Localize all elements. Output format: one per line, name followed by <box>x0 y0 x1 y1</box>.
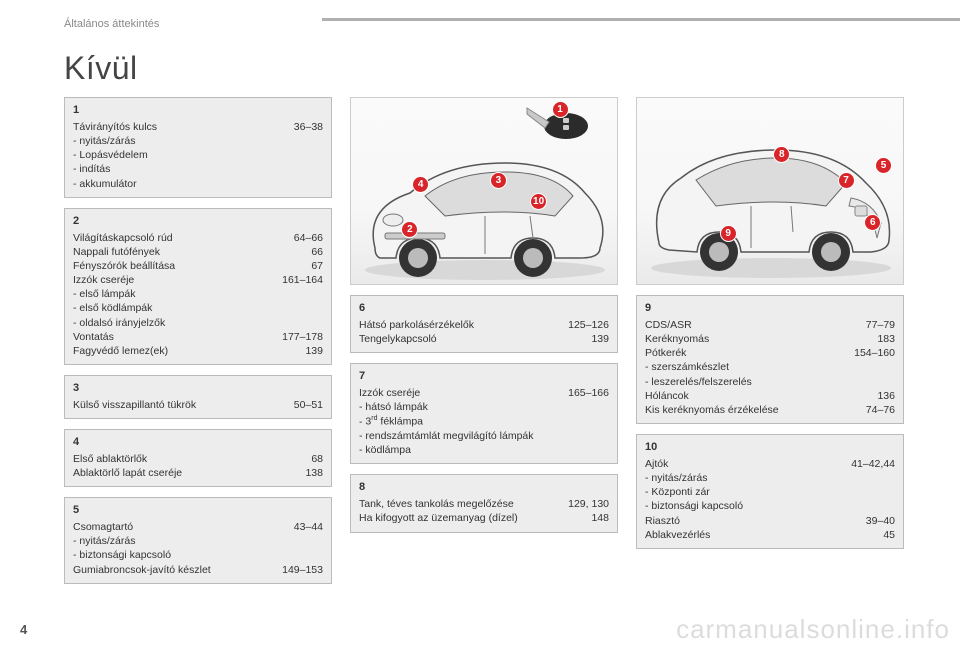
box-num: 10 <box>645 440 895 455</box>
list-item: biztonsági kapcsoló <box>73 548 323 562</box>
table-row: Tank, téves tankolás megelőzése129, 130 <box>359 497 609 511</box>
table-row: Ablaktörlő lapát cseréje138 <box>73 466 323 480</box>
list-item: akkumulátor <box>73 177 323 191</box>
callout-marker: 9 <box>720 225 737 242</box>
header-rule <box>322 18 960 21</box>
table-row: Gumiabroncsok-javító készlet149–153 <box>73 563 323 577</box>
callout-marker: 6 <box>864 214 881 231</box>
table-row: Izzók cseréje165–166 <box>359 386 609 400</box>
list-item: rendszámtámlát megvilágító lámpák <box>359 429 609 443</box>
box-6: 6 Hátsó parkolásérzékelők125–126 Tengely… <box>350 295 618 353</box>
box-4: 4 Első ablaktörlők68 Ablaktörlő lapát cs… <box>64 429 332 487</box>
table-row: Külső visszapillantó tükrök50–51 <box>73 398 323 412</box>
box-1: 1 Távirányítós kulcs 36–38 nyitás/zárás … <box>64 97 332 198</box>
callout-marker: 4 <box>412 176 429 193</box>
list-item: nyitás/zárás <box>73 134 323 148</box>
list-item: ködlámpa <box>359 443 609 457</box>
box-num: 7 <box>359 369 609 384</box>
box-num: 1 <box>73 103 323 118</box>
box-num: 3 <box>73 381 323 396</box>
columns: 1 Távirányítós kulcs 36–38 nyitás/zárás … <box>64 97 924 584</box>
table-row: Tengelykapcsoló139 <box>359 332 609 346</box>
col-2: 143102 6 Hátsó parkolásérzékelők125–126 … <box>350 97 618 584</box>
box-num: 4 <box>73 435 323 450</box>
table-row: Fényszórók beállítása67 <box>73 259 323 273</box>
table-row: Vontatás177–178 <box>73 330 323 344</box>
list-item: Lopásvédelem <box>73 148 323 162</box>
list-item: nyitás/zárás <box>645 471 895 485</box>
col-1: 1 Távirányítós kulcs 36–38 nyitás/zárás … <box>64 97 332 584</box>
table-row: Fagyvédő lemez(ek)139 <box>73 344 323 358</box>
box-num: 8 <box>359 480 609 495</box>
box-7: 7 Izzók cseréje165–166 hátsó lámpák 3rd … <box>350 363 618 464</box>
list-item: biztonsági kapcsoló <box>645 499 895 513</box>
table-row: Hátsó parkolásérzékelők125–126 <box>359 318 609 332</box>
callout-marker: 7 <box>838 172 855 189</box>
list-item: első ködlámpák <box>73 301 323 315</box>
callout-marker: 10 <box>530 193 547 210</box>
page-title: Kívül <box>64 50 924 87</box>
list-item: szerszámkészlet <box>645 360 895 374</box>
table-row: Hóláncok136 <box>645 389 895 403</box>
watermark: carmanualsonline.info <box>676 614 950 645</box>
box-9: 9 CDS/ASR77–79 Keréknyomás183 Pótkerék15… <box>636 295 904 424</box>
table-row: Keréknyomás183 <box>645 332 895 346</box>
table-row: Ha kifogyott az üzemanyag (dízel)148 <box>359 511 609 525</box>
box-5: 5 Csomagtartó43–44 nyitás/zárás biztonsá… <box>64 497 332 584</box>
page: Általános áttekintés Kívül 1 Távirányító… <box>0 0 960 649</box>
box-10: 10 Ajtók41–42,44 nyitás/zárás Központi z… <box>636 434 904 549</box>
figure-rear: 87569 <box>636 97 904 285</box>
car-rear-icon <box>641 128 901 283</box>
box-num: 9 <box>645 301 895 316</box>
box-2: 2 Világításkapcsoló rúd64–66 Nappali fut… <box>64 208 332 365</box>
table-row: Első ablaktörlők68 <box>73 452 323 466</box>
callout-marker: 1 <box>552 101 569 118</box>
table-row: CDS/ASR77–79 <box>645 318 895 332</box>
table-row: Nappali futófények66 <box>73 245 323 259</box>
page-number: 4 <box>20 622 27 637</box>
table-row: Izzók cseréje161–164 <box>73 273 323 287</box>
list-item: nyitás/zárás <box>73 534 323 548</box>
table-row: Ajtók41–42,44 <box>645 457 895 471</box>
list-item: Központi zár <box>645 485 895 499</box>
table-row: Pótkerék154–160 <box>645 346 895 360</box>
list-item: indítás <box>73 162 323 176</box>
box-3: 3 Külső visszapillantó tükrök50–51 <box>64 375 332 419</box>
table-row: Kis keréknyomás érzékelése74–76 <box>645 403 895 417</box>
box-num: 5 <box>73 503 323 518</box>
list-item: leszerelés/felszerelés <box>645 375 895 389</box>
table-row: Csomagtartó43–44 <box>73 520 323 534</box>
figure-front: 143102 <box>350 97 618 285</box>
box-8: 8 Tank, téves tankolás megelőzése129, 13… <box>350 474 618 532</box>
table-row: Riasztó39–40 <box>645 514 895 528</box>
list-item: első lámpák <box>73 287 323 301</box>
callout-marker: 8 <box>773 146 790 163</box>
list-item: 3rd féklámpa <box>359 414 609 429</box>
table-row: Ablakvezérlés45 <box>645 528 895 542</box>
list-item: hátsó lámpák <box>359 400 609 414</box>
table-row: Távirányítós kulcs 36–38 <box>73 120 323 134</box>
box-num: 6 <box>359 301 609 316</box>
callout-marker: 3 <box>490 172 507 189</box>
col-3: 87569 9 CDS/ASR77–79 Keréknyomás183 Pótk… <box>636 97 904 584</box>
table-row: Világításkapcsoló rúd64–66 <box>73 231 323 245</box>
list-item: oldalsó irányjelzők <box>73 316 323 330</box>
box-num: 2 <box>73 214 323 229</box>
car-front-icon <box>355 138 615 283</box>
